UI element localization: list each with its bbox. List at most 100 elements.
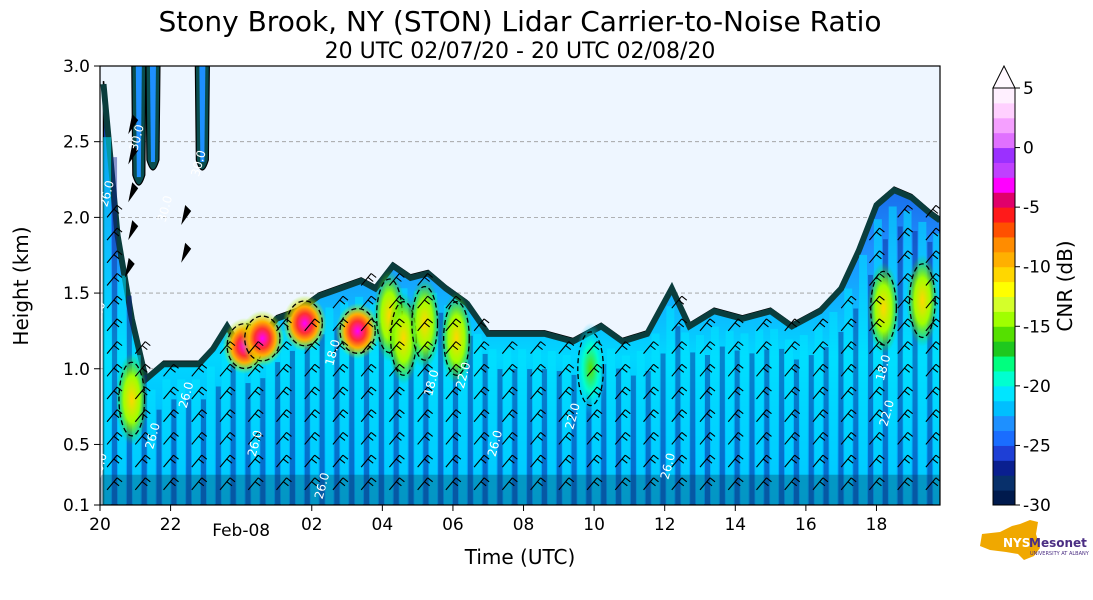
colorbar-tick-label: -5 [1023,198,1040,218]
wind-barb [868,295,885,309]
streak-gap [201,399,206,505]
wind-barb [163,386,179,400]
wind-barb [925,227,940,241]
streak-gap [171,399,177,505]
contour-label: 26.0 [176,380,196,409]
wind-barb [840,363,857,377]
y-tick-label: 2.5 [63,133,90,153]
streak-gap [393,306,399,505]
wind-barb-flag [181,242,192,263]
wind-barb [671,477,688,491]
wind-barb [332,454,349,468]
surface-layer [100,474,940,505]
contour-label: 30.0 [127,123,147,152]
x-tick-label: 18 [866,515,888,535]
wind-barb [840,341,857,354]
wind-barb [812,363,829,377]
streak-gap [304,344,310,505]
streak-column [310,314,319,505]
wind-barb [840,409,857,423]
cnr-region [115,353,148,446]
wind-barb [897,454,913,468]
streak-gap [868,274,874,505]
wind-barb [840,454,857,468]
streak-column [607,348,616,505]
wind-barb [756,409,772,423]
wind-barb [445,477,462,491]
streak-gap [215,386,221,505]
streak-column [592,344,601,505]
y-tick-label: 1.0 [63,360,90,380]
colorbar-tick-label: -10 [1023,258,1051,278]
wind-barb [219,341,236,354]
y-tick-label: 1.5 [63,284,90,304]
streak-column [903,211,912,505]
contour-label: 26.0 [485,429,505,458]
wind-barb [332,363,349,377]
wind-barb [756,477,772,491]
contour-label: 26.0 [245,429,265,458]
wind-barb [388,341,405,354]
logo-mesonet: Mesonet [1029,536,1087,550]
wind-barb [304,432,321,445]
wind-barb [840,386,857,400]
streak-column [651,333,660,505]
streak-column [740,333,749,505]
wind-barb [530,454,546,468]
wind-barb [868,363,885,377]
streak-gap [141,375,147,505]
wind-barb [445,454,462,468]
streak-column [399,288,408,505]
colorbar-swatch [993,192,1015,208]
wind-barb [614,409,631,423]
wind-barb [727,363,744,377]
wind-barb [276,409,292,423]
wind-barb [897,477,913,491]
wind-barb [868,409,885,423]
wind-barb [784,454,801,468]
wind-barb [191,363,208,377]
contour-label: 18.0 [322,338,342,367]
wind-barb [304,341,321,354]
wind-barb [868,318,885,332]
wind-barb [332,386,349,400]
streak-column [221,343,230,505]
wind-barb [247,341,264,354]
wind-barb-flag [128,182,139,203]
chart-title: Stony Brook, NY (STON) Lidar Carrier-to-… [158,5,881,38]
wind-barb [388,363,405,377]
colorbar-swatch [993,222,1015,238]
colorbar-swatch [993,147,1015,163]
wind-barb [276,432,292,445]
streak-gap [497,369,503,505]
streak-column [770,328,779,505]
wind-barb [727,341,744,354]
colorbar-tick-label: -20 [1023,377,1051,397]
cnr-region [335,302,380,359]
streak-gap [275,362,281,505]
streak-column [369,302,378,505]
wind-barb [840,318,857,332]
streak-gap [349,322,355,505]
streak-gap [705,355,710,505]
streak-column [725,330,734,505]
wind-barb [671,363,688,377]
colorbar-swatch [993,326,1015,342]
wind-barb [332,318,349,332]
streak-gap [616,368,622,505]
contour-label: 30.0 [88,300,108,329]
streak-gap [112,157,118,505]
wind-barb [897,295,913,309]
wind-barb [812,318,829,332]
wind-barb [643,477,659,491]
wind-barb [925,204,940,218]
wind-barb [530,477,546,491]
colorbar-swatch [993,475,1015,491]
wind-barb [332,432,349,445]
x-tick-label: 10 [583,515,605,535]
wind-barb [360,318,377,332]
wind-barb [897,273,913,286]
wind-barb [784,318,801,332]
wind-barb [360,295,377,309]
streak-column [577,352,586,505]
